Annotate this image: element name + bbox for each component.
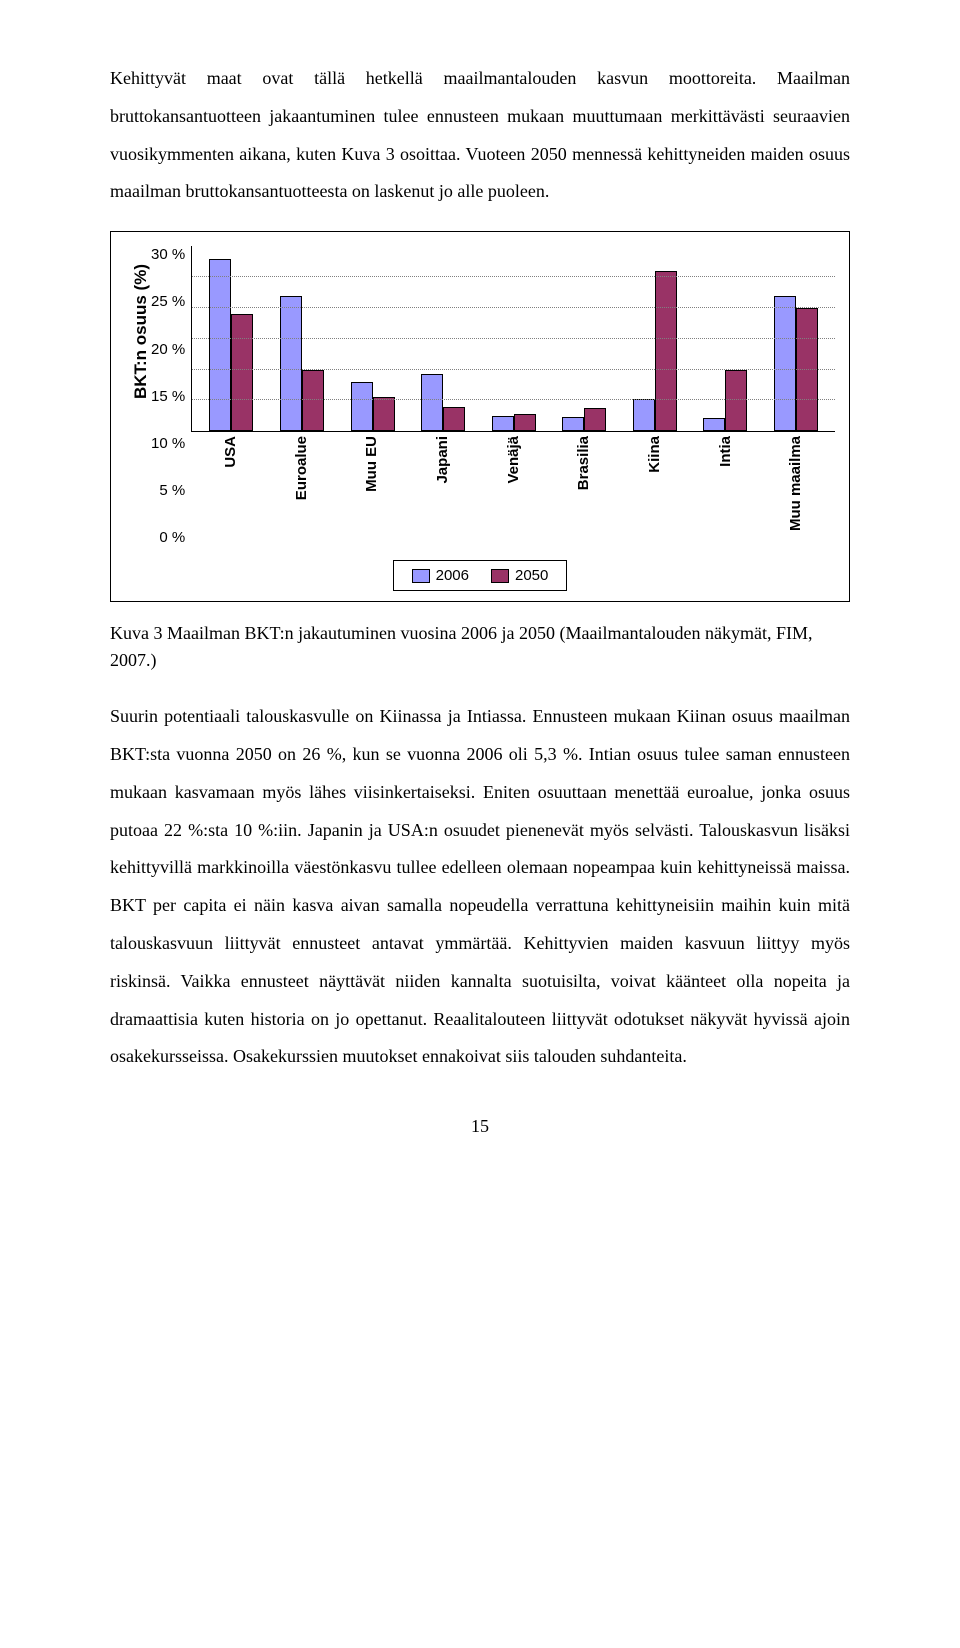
bars-container (192, 246, 835, 431)
bar-pair (690, 246, 761, 431)
bar-pair (549, 246, 620, 431)
legend-label: 2006 (436, 567, 469, 584)
bar-pair (408, 246, 479, 431)
plot-wrap: USAEuroalueMuu EUJapaniVenäjäBrasiliaKii… (191, 246, 835, 546)
bar-pair (196, 246, 267, 431)
page: Kehittyvät maat ovat tällä hetkellä maai… (0, 0, 960, 1177)
chart-container: BKT:n osuus (%) 30 % 25 % 20 % 15 % 10 % 5 % 0… (110, 231, 850, 602)
bar-pair (760, 246, 831, 431)
chart-area: BKT:n osuus (%) 30 % 25 % 20 % 15 % 10 % 5 % 0… (125, 246, 835, 546)
bar (421, 374, 443, 431)
bar (373, 397, 395, 431)
bar (725, 370, 747, 432)
bar-pair (619, 246, 690, 431)
bar (280, 296, 302, 432)
paragraph-2: Suurin potentiaali talouskasvulle on Kii… (110, 698, 850, 1076)
bar (703, 418, 725, 432)
bar (633, 399, 655, 432)
legend-swatch (491, 569, 509, 583)
y-axis-ticks: 30 % 25 % 20 % 15 % 10 % 5 % 0 % (151, 246, 191, 546)
bar (209, 259, 231, 432)
figure-caption: Kuva 3 Maailman BKT:n jakautuminen vuosi… (110, 620, 850, 674)
gridline (192, 276, 835, 277)
legend-swatch (412, 569, 430, 583)
legend-item: 2006 (412, 567, 469, 584)
legend-item: 2050 (491, 567, 548, 584)
gridline (192, 399, 835, 400)
x-label: Venäjä (478, 436, 549, 546)
gridline (192, 369, 835, 370)
x-label: Brasilia (548, 436, 619, 546)
x-label: Muu maailma (760, 436, 831, 546)
legend-label: 2050 (515, 567, 548, 584)
paragraph-1: Kehittyvät maat ovat tällä hetkellä maai… (110, 60, 850, 211)
y-tick: 10 % (151, 435, 185, 452)
bar (774, 296, 796, 432)
bar (443, 407, 465, 432)
bar-pair (478, 246, 549, 431)
bar (231, 314, 253, 431)
bar-pair (337, 246, 408, 431)
y-tick: 30 % (151, 246, 185, 263)
bar (584, 408, 606, 431)
page-number: 15 (110, 1116, 850, 1137)
y-axis-label: BKT:n osuus (%) (125, 264, 151, 399)
y-tick: 15 % (151, 388, 185, 405)
bar (514, 414, 536, 431)
x-label: Intia (690, 436, 761, 546)
gridline (192, 307, 835, 308)
x-label: Kiina (619, 436, 690, 546)
bar (302, 370, 324, 432)
y-tick: 25 % (151, 293, 185, 310)
bar (655, 271, 677, 431)
legend: 2006 2050 (393, 560, 568, 591)
bar (562, 417, 584, 431)
x-axis-labels: USAEuroalueMuu EUJapaniVenäjäBrasiliaKii… (191, 432, 835, 546)
x-label: Euroalue (266, 436, 337, 546)
x-label: USA (195, 436, 266, 546)
bar (492, 416, 514, 431)
gridline (192, 338, 835, 339)
x-label: Muu EU (336, 436, 407, 546)
y-tick: 0 % (151, 529, 185, 546)
y-tick: 20 % (151, 341, 185, 358)
y-tick: 5 % (151, 482, 185, 499)
bar-pair (267, 246, 338, 431)
plot-area (191, 246, 835, 432)
x-label: Japani (407, 436, 478, 546)
bar (351, 382, 373, 431)
